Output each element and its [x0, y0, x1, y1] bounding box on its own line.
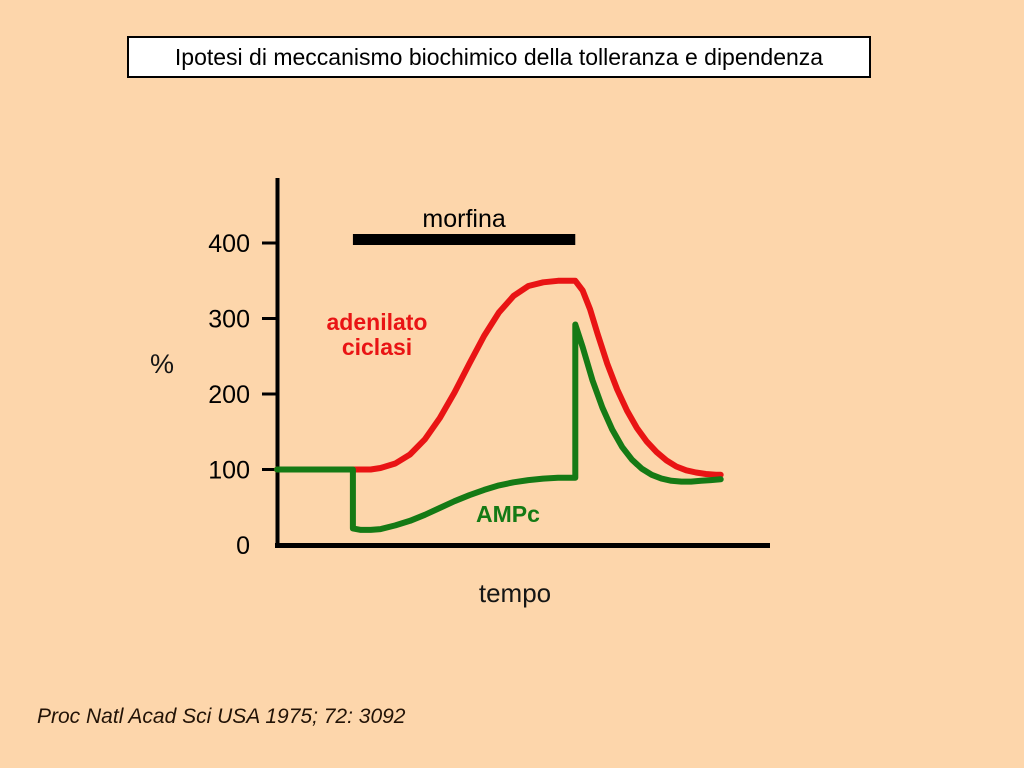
x-axis-label: tempo: [478, 578, 552, 608]
adenilato-ciclasi-label-line1: adenilato: [326, 309, 428, 335]
adenilato-ciclasi-label-line2: ciclasi: [341, 334, 413, 361]
y-tick-label: 400: [208, 230, 250, 258]
adenilato-ciclasi-label: adenilato ciclasi: [297, 309, 457, 361]
title-box: Ipotesi di meccanismo biochimico della t…: [127, 36, 871, 78]
y-tick-label: 200: [208, 381, 250, 409]
y-tick-label: 0: [236, 532, 250, 560]
ampc-label: AMPc: [476, 501, 540, 527]
series-ampc: [274, 321, 724, 533]
series-adenilato-ciclasi: [274, 277, 724, 478]
citation: Proc Natl Acad Sci USA 1975; 72: 3092: [37, 705, 406, 728]
slide-title: Ipotesi di meccanismo biochimico della t…: [174, 43, 824, 70]
y-tick-label: 100: [208, 457, 250, 485]
y-tick-label: 300: [208, 306, 250, 334]
morphine-bar: [352, 234, 576, 245]
morphine-bar-label: morfina: [422, 205, 505, 233]
y-axis-label: %: [150, 349, 175, 379]
